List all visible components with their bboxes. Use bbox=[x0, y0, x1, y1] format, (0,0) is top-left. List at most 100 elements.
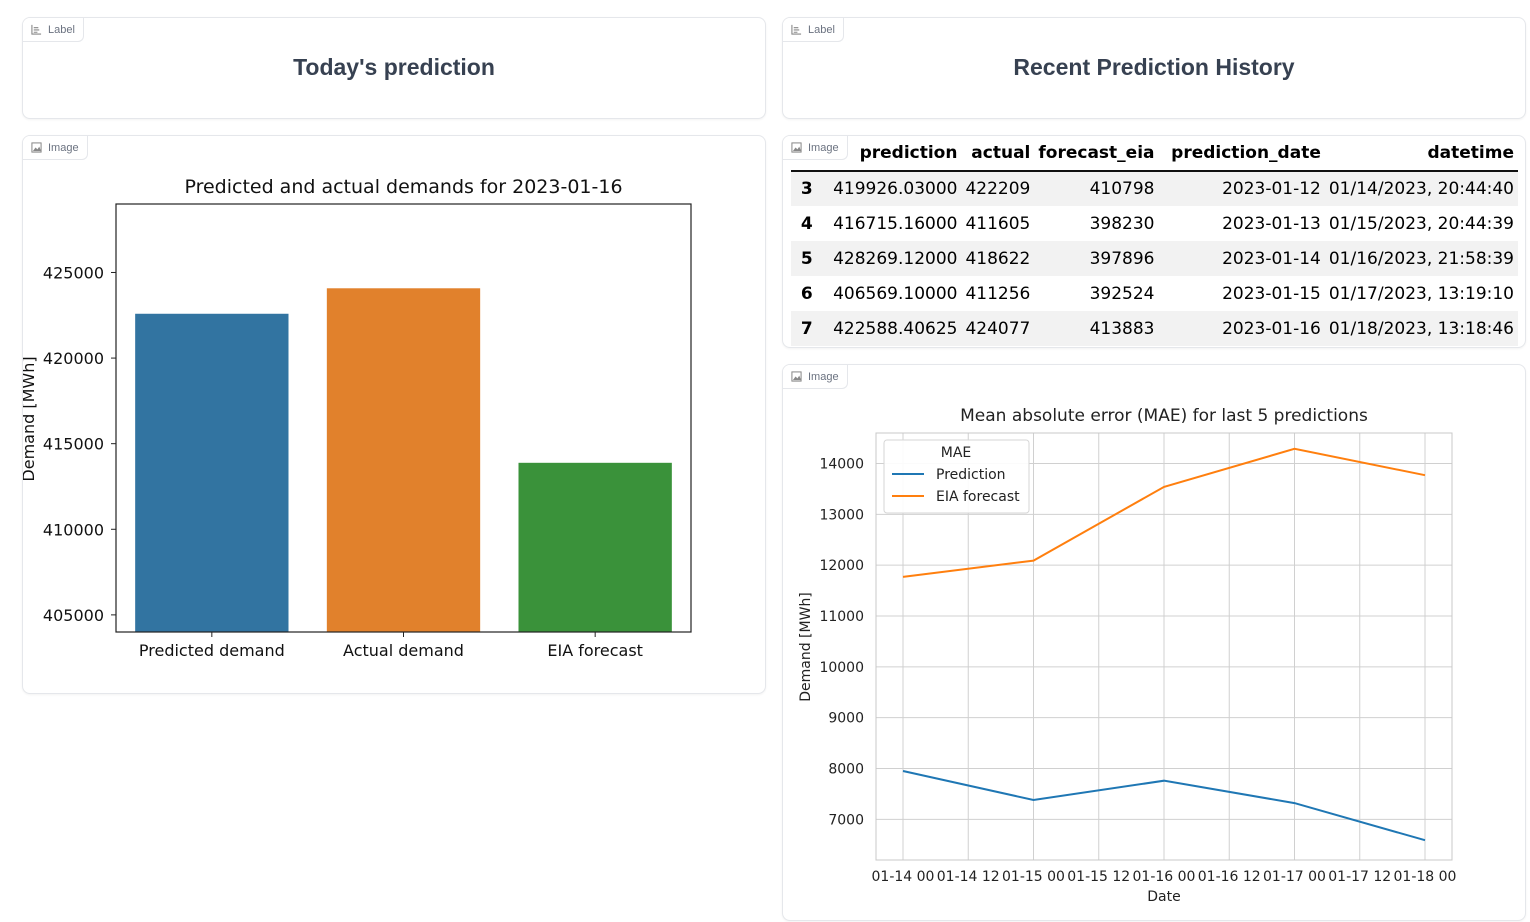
x-axis-label: Date bbox=[1147, 889, 1180, 905]
table-row: 5 428269.12000 418622 397896 2023-01-14 01/16… bbox=[791, 241, 1518, 276]
y-tick-label: 10000 bbox=[819, 660, 864, 676]
cell-actual: 424077 bbox=[961, 311, 1035, 346]
cell-actual: 411256 bbox=[965, 283, 1031, 304]
table-row: 3 419926.03000 422209 410798 2023-01-12 01/14… bbox=[791, 171, 1518, 206]
image-tag: Image bbox=[783, 365, 848, 389]
y-tick-label: 7000 bbox=[828, 812, 864, 828]
prediction-history-table: prediction actual forecast_eia predictio… bbox=[791, 136, 1518, 346]
cell-prediction-date: 2023-01-12 bbox=[1158, 171, 1325, 206]
cell-datetime: 01/14/2023, 20:44:40 bbox=[1324, 171, 1518, 206]
y-tick-label: 14000 bbox=[819, 457, 864, 473]
line-chart: Mean absolute error (MAE) for last 5 pre… bbox=[798, 406, 1457, 905]
y-tick-label: 11000 bbox=[819, 609, 864, 625]
history-title: Recent Prediction History bbox=[1013, 54, 1295, 80]
column-header-datetime: datetime bbox=[1324, 136, 1518, 172]
y-tick-label: 9000 bbox=[828, 711, 864, 727]
x-tick-label: Actual demand bbox=[343, 641, 464, 660]
x-tick-label: 01-18 00 bbox=[1394, 869, 1457, 885]
x-tick-label: 01-17 12 bbox=[1328, 869, 1391, 885]
today-label-panel: Label Today's prediction bbox=[22, 17, 766, 119]
y-tick-label: 425000 bbox=[43, 263, 104, 282]
x-tick-label: 01-15 00 bbox=[1002, 869, 1065, 885]
legend-entry: Prediction bbox=[936, 467, 1006, 483]
cell-datetime: 01/15/2023, 20:44:39 bbox=[1328, 213, 1514, 234]
column-header-actual: actual bbox=[961, 136, 1035, 172]
line-chart-panel: Image Mean absolute error (MAE) for last… bbox=[782, 364, 1526, 921]
legend-box bbox=[883, 439, 1030, 514]
history-label-panel: Label Recent Prediction History bbox=[782, 17, 1526, 119]
cell-forecast-eia: 413883 bbox=[1034, 311, 1159, 346]
plot-frame bbox=[115, 203, 692, 633]
legend-title: MAE bbox=[941, 445, 972, 461]
cell-forecast-eia: 410798 bbox=[1034, 171, 1159, 206]
cell-prediction-date: 2023-01-16 bbox=[1158, 311, 1325, 346]
cell-prediction: 406569.10000 bbox=[833, 283, 958, 304]
label-tag: Label bbox=[23, 18, 84, 42]
series-line-prediction bbox=[902, 770, 1426, 842]
cell-prediction: 422588.40625 bbox=[822, 311, 962, 346]
legend-entry: EIA forecast bbox=[936, 489, 1020, 505]
bar-actual-demand bbox=[326, 288, 481, 632]
image-icon bbox=[791, 142, 802, 153]
today-prediction-title: Today's prediction bbox=[293, 54, 495, 80]
label-icon bbox=[791, 24, 802, 35]
image-tag-text: Image bbox=[808, 141, 839, 154]
series-line-eia-forecast bbox=[902, 447, 1426, 578]
line-chart-title: Mean absolute error (MAE) for last 5 pre… bbox=[960, 406, 1368, 426]
table-row: 7 422588.40625 424077 413883 2023-01-16 01/18… bbox=[791, 311, 1518, 346]
y-axis-label: Demand [MWh] bbox=[798, 592, 814, 702]
cell-index: 7 bbox=[791, 311, 823, 346]
label-tag-text: Label bbox=[808, 23, 835, 36]
table-row: 4 416715.16000 411605 398230 2023-01-13 01/15… bbox=[791, 206, 1518, 241]
x-tick-label: 01-14 00 bbox=[872, 869, 935, 885]
cell-index: 4 bbox=[800, 213, 813, 234]
x-tick-label: 01-15 12 bbox=[1067, 869, 1130, 885]
x-tick-label: 01-14 12 bbox=[937, 869, 1000, 885]
cell-actual: 411605 bbox=[965, 213, 1031, 234]
table-row: 6 406569.10000 411256 392524 2023-01-15 01/17… bbox=[791, 276, 1518, 311]
cell-forecast-eia: 392524 bbox=[1089, 283, 1155, 304]
cell-prediction-date: 2023-01-15 bbox=[1222, 283, 1321, 304]
image-icon bbox=[791, 371, 802, 382]
cell-prediction: 428269.12000 bbox=[822, 241, 962, 276]
cell-forecast-eia: 398230 bbox=[1089, 213, 1155, 234]
cell-prediction-date: 2023-01-13 bbox=[1222, 213, 1321, 234]
y-tick-label: 8000 bbox=[828, 762, 864, 778]
y-tick-label: 405000 bbox=[43, 606, 104, 625]
y-tick-label: 420000 bbox=[43, 349, 104, 368]
image-tag-text: Image bbox=[48, 141, 79, 154]
cell-prediction: 416715.16000 bbox=[833, 213, 958, 234]
image-icon bbox=[31, 142, 42, 153]
cell-datetime: 01/16/2023, 21:58:39 bbox=[1324, 241, 1518, 276]
table-header-row: prediction actual forecast_eia predictio… bbox=[791, 136, 1518, 172]
cell-index: 3 bbox=[791, 171, 823, 206]
history-table-panel: Image prediction actual forecast_eia pre… bbox=[782, 135, 1526, 348]
cell-datetime: 01/18/2023, 13:18:46 bbox=[1324, 311, 1518, 346]
bar-chart-panel: Image Predicted and actual demands for 2… bbox=[22, 135, 766, 694]
column-header-prediction-date: prediction_date bbox=[1158, 136, 1325, 172]
cell-index: 5 bbox=[791, 241, 823, 276]
bar-predicted-demand bbox=[135, 313, 289, 632]
image-tag: Image bbox=[23, 136, 88, 160]
cell-datetime: 01/17/2023, 13:19:10 bbox=[1328, 283, 1514, 304]
x-tick-label: 01-16 00 bbox=[1133, 869, 1196, 885]
bar-chart: Predicted and actual demands for 2023-01… bbox=[23, 176, 692, 660]
y-tick-label: 415000 bbox=[43, 435, 104, 454]
plot-frame bbox=[875, 432, 1453, 861]
cell-prediction-date: 2023-01-14 bbox=[1158, 241, 1325, 276]
image-tag: Image bbox=[783, 136, 848, 160]
label-icon bbox=[31, 24, 42, 35]
bar-chart-title: Predicted and actual demands for 2023-01… bbox=[184, 176, 622, 198]
cell-index: 6 bbox=[800, 283, 813, 304]
y-axis-label: Demand [MWh] bbox=[23, 356, 38, 481]
label-tag-text: Label bbox=[48, 23, 75, 36]
y-tick-label: 410000 bbox=[43, 520, 104, 539]
y-tick-label: 12000 bbox=[819, 558, 864, 574]
x-tick-label: 01-17 00 bbox=[1263, 869, 1326, 885]
cell-actual: 422209 bbox=[961, 171, 1035, 206]
y-tick-label: 13000 bbox=[819, 507, 864, 523]
cell-forecast-eia: 397896 bbox=[1034, 241, 1159, 276]
image-tag-text: Image bbox=[808, 370, 839, 383]
x-tick-label: Predicted demand bbox=[139, 641, 285, 660]
cell-actual: 418622 bbox=[961, 241, 1035, 276]
